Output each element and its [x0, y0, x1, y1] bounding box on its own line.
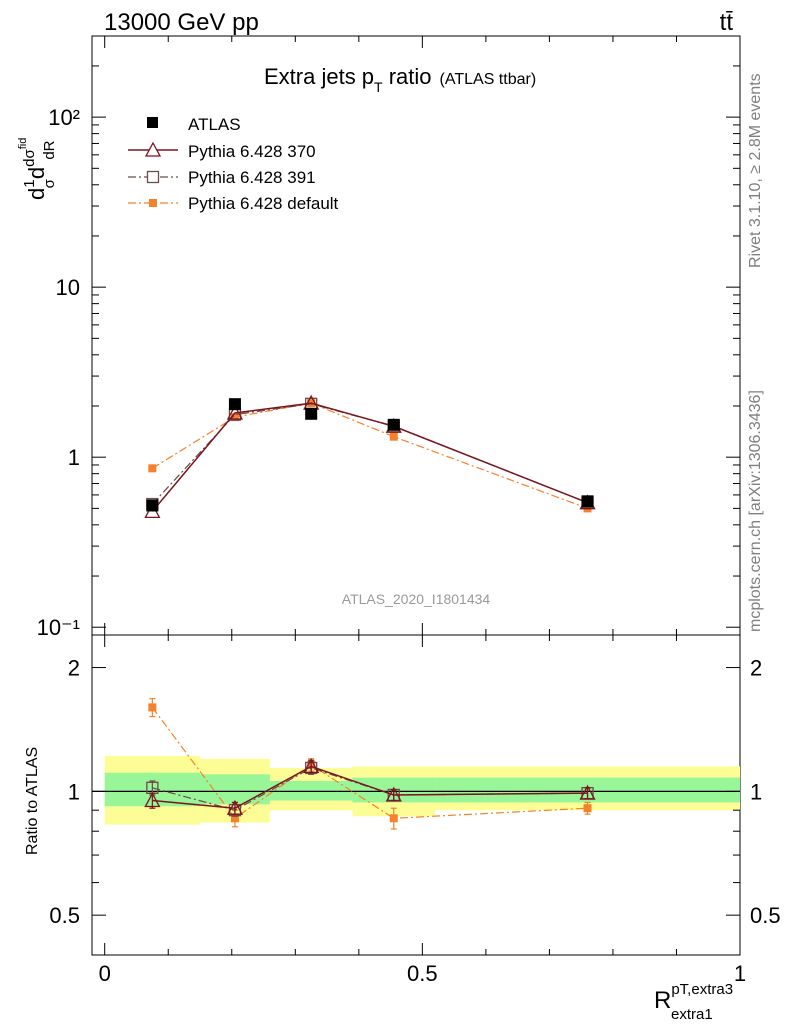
main-point-atlas-2	[305, 407, 318, 420]
main-point-atlas-0	[146, 499, 159, 512]
ratio-point-pythia-6-428-default-4	[583, 804, 592, 813]
legend-label-atlas: ATLAS	[188, 115, 241, 134]
main-line-pythia-6-428-370	[151, 402, 588, 512]
ratio-point-pythia-6-428-default-0	[148, 703, 157, 712]
chart-title-main: Extra jets p	[264, 64, 374, 89]
main-y-axis-label-text: d1 σddσfid dR	[17, 138, 58, 200]
ratio-series	[144, 698, 596, 830]
chart-title: Extra jets pT ratio (ATLAS ttbar)	[264, 64, 536, 95]
x-axis-label-sup: pT,extra3	[671, 981, 733, 998]
legend-label-370: Pythia 6.428 370	[188, 142, 316, 161]
ratio-point-pythia-6-428-default-3	[389, 814, 398, 823]
legend-marker-391	[146, 170, 160, 184]
energy-label: 13000 GeV pp	[104, 9, 259, 36]
ratio-point-pythia-6-428-370-0	[144, 792, 161, 808]
ratio-y-tick-label-0: 0.5	[49, 903, 80, 928]
ratio-y-tick-label-right-2: 2	[750, 656, 762, 681]
ratio-y-tick-label-right-1: 1	[750, 779, 762, 804]
x-tick-label-0: 0	[99, 961, 111, 986]
main-y-tick-label-3: 10²	[48, 105, 80, 130]
legend-label-default: Pythia 6.428 default	[188, 194, 339, 213]
main-point-atlas-3	[387, 418, 400, 431]
ratio-y-tick-label-1: 1	[68, 779, 80, 804]
ratio-point-pythia-6-428-370-4	[579, 784, 596, 800]
ratio-point-pythia-6-428-default-1	[230, 814, 239, 823]
legend: ATLAS Pythia 6.428 370 Pythia 6.428 391 …	[128, 115, 339, 213]
legend-marker-atlas	[147, 117, 158, 128]
chart-title-rest: ratio	[383, 64, 432, 89]
ratio-point-pythia-6-428-370-3	[385, 786, 402, 802]
ratio-band-inner-2	[269, 780, 353, 801]
main-y-tick-label-2: 10	[56, 275, 80, 300]
axis-ticks: 0 0.5 1 10⁻¹ 1 10 10² 0.5 0.5 1 1 2 2	[37, 35, 781, 986]
legend-marker-default	[149, 199, 157, 207]
legend-label-391: Pythia 6.428 391	[188, 168, 316, 187]
x-axis-label: RpT,extra3 extra1	[654, 981, 733, 1023]
main-point-atlas-1	[228, 398, 241, 411]
legend-marker-370	[144, 141, 162, 157]
ratio-y-tick-label-2: 2	[68, 656, 80, 681]
main-y-tick-label-0: 10⁻¹	[37, 615, 80, 640]
main-series	[144, 394, 596, 519]
ratio-y-axis-label: Ratio to ATLAS	[24, 747, 41, 855]
main-point-pythia-6-428-default-0	[148, 464, 157, 473]
ratio-uncertainty-bands	[104, 755, 740, 825]
ratio-point-pythia-6-428-370-1	[226, 799, 244, 815]
x-tick-label-2: 1	[734, 961, 746, 986]
main-point-pythia-6-428-default-3	[389, 432, 398, 441]
ratio-point-pythia-6-428-370-2	[303, 758, 320, 774]
main-line-pythia-6-428-default	[152, 402, 588, 509]
x-axis-label-sub: extra1	[671, 1006, 713, 1023]
x-axis-label-main: R	[654, 987, 671, 1014]
chart-title-note: (ATLAS ttbar)	[440, 71, 537, 88]
main-point-pythia-6-428-default-1	[230, 413, 239, 422]
ratio-y-tick-label-right-0: 0.5	[750, 903, 781, 928]
x-tick-label-1: 0.5	[407, 961, 438, 986]
main-y-tick-label-1: 1	[68, 445, 80, 470]
analysis-watermark: ATLAS_2020_I1801434	[342, 591, 491, 607]
ratio-band-inner-1	[200, 774, 270, 805]
main-point-atlas-4	[581, 495, 594, 508]
mcplots-label: mcplots.cern.ch [arXiv:1306.3436]	[747, 390, 764, 632]
rivet-version-label: Rivet 3.1.10, ≥ 2.8M events	[747, 73, 764, 268]
process-label: tt̄	[720, 9, 734, 36]
main-y-axis-label: d1 σddσfid dR	[17, 138, 58, 200]
chart-title-sub: T	[374, 79, 383, 95]
main-point-pythia-6-428-370-1	[226, 404, 244, 420]
